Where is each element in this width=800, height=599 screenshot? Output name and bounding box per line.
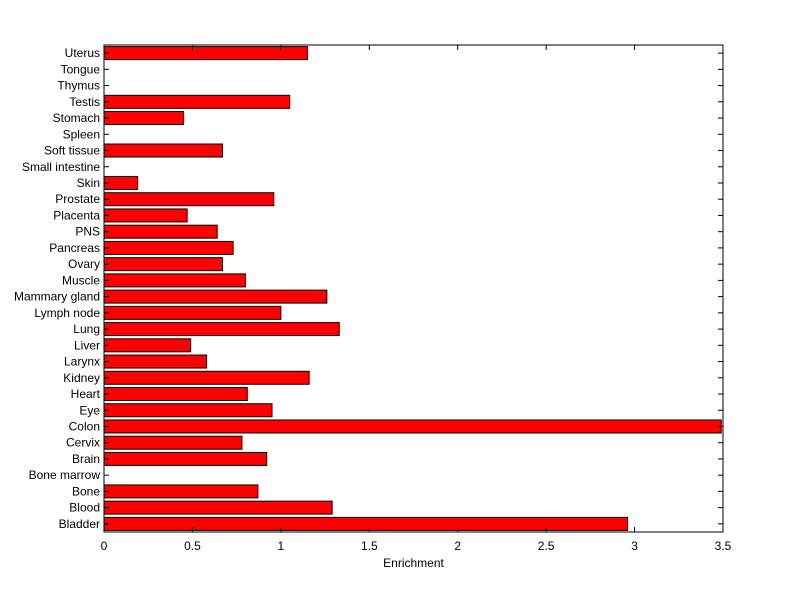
bar-cervix [103, 435, 243, 450]
y-tick-label-eye: Eye [79, 403, 100, 417]
bar-testis [103, 94, 291, 109]
y-tick-label-testis: Testis [69, 95, 100, 109]
y-tick-labels: Uterus Tongue Thymus Testis Stomach Spleen Sof… [14, 46, 101, 531]
y-tick-label-kidney: Kidney [63, 371, 100, 385]
y-tick-label-muscle: Muscle [62, 273, 100, 287]
bar-pancreas [103, 240, 234, 255]
y-tick-label-prostate: Prostate [55, 192, 100, 206]
bar-uterus [103, 46, 308, 61]
y-tick-label-spleen: Spleen [63, 127, 100, 141]
y-tick-label-small-intestine: Small intestine [22, 160, 100, 174]
plot-area-frame [103, 44, 724, 533]
bar-placenta [103, 208, 188, 223]
bar-lymph-node [103, 305, 282, 320]
x-tick-label-3: 1.5 [361, 539, 378, 553]
y-tick-label-larynx: Larynx [64, 355, 100, 369]
y-tick-label-brain: Brain [72, 452, 100, 466]
y-tick-label-blood: Blood [69, 501, 100, 515]
y-tick-label-stomach: Stomach [53, 111, 100, 125]
x-tick-label-6: 3 [631, 539, 638, 553]
bar-blood [103, 500, 333, 515]
x-axis-label: Enrichment [383, 556, 444, 570]
y-tick-label-liver: Liver [74, 338, 100, 352]
y-tick-label-uterus: Uterus [65, 46, 100, 60]
ticks-group [103, 45, 724, 532]
bar-liver [103, 338, 192, 353]
y-tick-label-lung: Lung [73, 322, 100, 336]
bar-larynx [103, 354, 208, 369]
y-tick-label-ovary: Ovary [68, 257, 100, 271]
bar-soft-tissue [103, 143, 223, 158]
bar-skin [103, 175, 139, 190]
bar-pns [103, 224, 218, 239]
y-tick-label-placenta: Placenta [53, 208, 100, 222]
y-tick-label-thymus: Thymus [57, 79, 100, 93]
y-tick-label-heart: Heart [71, 387, 101, 401]
bars-group [103, 46, 722, 531]
x-tick-labels: 0 0.5 1 1.5 2 2.5 3 3.5 [101, 539, 732, 553]
bar-prostate [103, 192, 275, 207]
bar-colon [103, 419, 722, 434]
y-tick-label-colon: Colon [69, 419, 100, 433]
x-tick-label-5: 2.5 [538, 539, 555, 553]
x-tick-label-1: 0.5 [184, 539, 201, 553]
bar-lung [103, 322, 340, 337]
bar-kidney [103, 370, 310, 385]
y-tick-label-lymph-node: Lymph node [34, 306, 100, 320]
y-tick-label-cervix: Cervix [66, 436, 100, 450]
y-tick-label-bone: Bone [72, 484, 100, 498]
y-tick-label-mammary-gland: Mammary gland [14, 290, 100, 304]
bar-mammary-gland [103, 289, 328, 304]
y-tick-label-soft-tissue: Soft tissue [44, 144, 100, 158]
bar-muscle [103, 273, 246, 288]
bar-brain [103, 451, 268, 466]
x-tick-label-4: 2 [454, 539, 461, 553]
y-tick-label-bone-marrow: Bone marrow [29, 468, 101, 482]
bar-stomach [103, 111, 185, 126]
bar-ovary [103, 257, 223, 272]
bar-heart [103, 387, 248, 402]
y-tick-label-tongue: Tongue [61, 62, 101, 76]
x-tick-label-0: 0 [101, 539, 108, 553]
bar-eye [103, 403, 273, 418]
bar-bone [103, 484, 259, 499]
y-tick-label-skin: Skin [77, 176, 100, 190]
x-tick-label-2: 1 [278, 539, 285, 553]
y-tick-label-bladder: Bladder [59, 517, 100, 531]
y-tick-label-pancreas: Pancreas [49, 241, 100, 255]
bar-bladder [103, 516, 628, 531]
y-tick-label-pns: PNS [75, 225, 100, 239]
x-tick-label-7: 3.5 [715, 539, 732, 553]
